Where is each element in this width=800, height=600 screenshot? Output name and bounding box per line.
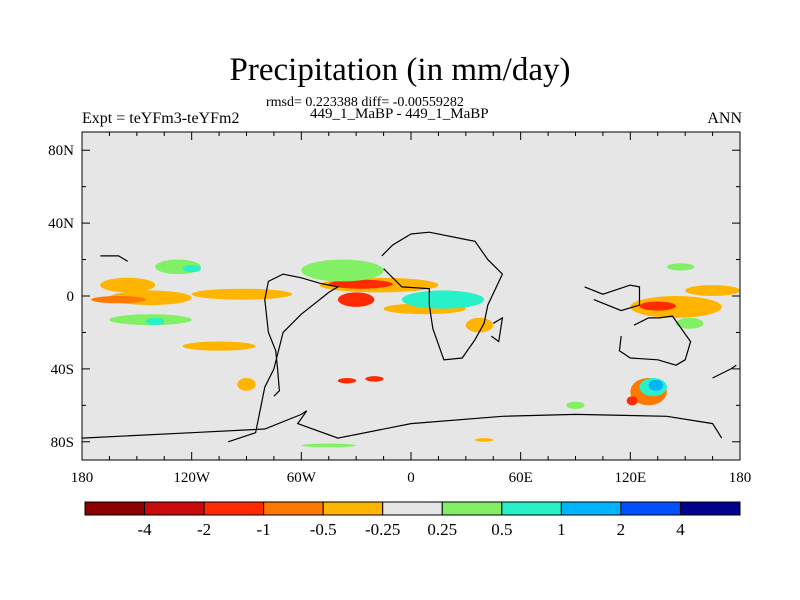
- coastlines: [82, 231, 737, 443]
- coastline-3: [82, 410, 723, 439]
- colorbar-swatch: [382, 501, 443, 516]
- anomaly-region-18: [182, 341, 256, 351]
- coastline-4: [584, 284, 641, 312]
- anomaly-region-24: [337, 378, 357, 384]
- anomaly-region-15: [685, 285, 740, 296]
- anomaly-region-31: [566, 401, 585, 409]
- coastline-5: [100, 255, 129, 262]
- y-tick-label: 0: [67, 289, 75, 305]
- anomaly-region-13: [630, 296, 722, 318]
- x-tick-label: 60E: [509, 470, 533, 486]
- season-label: ANN: [707, 110, 742, 127]
- colorbar-swatch: [501, 501, 562, 516]
- anomaly-region-29: [474, 438, 494, 442]
- colorbar-label: -2: [197, 520, 211, 539]
- anomaly-region-12: [301, 259, 384, 282]
- colorbar-label: -0.25: [365, 520, 400, 539]
- colorbar-swatch: [84, 501, 146, 516]
- colorbar-swatch: [441, 501, 503, 516]
- coastline-7: [491, 316, 504, 343]
- anomaly-region-14: [639, 301, 677, 311]
- anomaly-region-22: [626, 396, 638, 406]
- y-axis-ticks: 80N 40N 0 40S 80S: [48, 143, 740, 451]
- colorbar-swatch: [620, 501, 681, 516]
- colorbar-label: 2: [617, 520, 626, 539]
- colorbar-swatch: [560, 501, 622, 516]
- anomaly-region-23: [365, 376, 384, 382]
- anomaly-region-30: [301, 443, 357, 448]
- anomaly-region-27: [666, 263, 695, 271]
- anomaly-region-28: [676, 317, 704, 329]
- anomaly-region-26: [465, 317, 494, 333]
- rmsd-diff-stats: rmsd= 0.223388 diff= -0.00559282: [266, 95, 464, 110]
- colorbar-swatch: [679, 501, 741, 516]
- anomaly-region-5: [328, 279, 393, 289]
- experiment-label: Expt = teYFm3-teYFm2: [82, 110, 240, 127]
- y-tick-label: 80N: [48, 143, 74, 159]
- colorbar-swatch: [263, 501, 324, 516]
- x-tick-label: 0: [407, 470, 415, 486]
- x-tick-label: 180: [71, 470, 94, 486]
- anomaly-region-0: [100, 277, 156, 293]
- colorbar-label: 0.5: [491, 520, 512, 539]
- anomaly-region-25: [237, 378, 256, 391]
- colorbar-label: -1: [257, 520, 271, 539]
- anomaly-region-21: [648, 379, 664, 391]
- anomaly-region-17: [145, 317, 165, 326]
- anomaly-region-11: [182, 265, 201, 273]
- anomaly-region-3: [91, 296, 146, 304]
- x-tick-label: 120W: [173, 470, 211, 486]
- colorbar-label: -0.5: [310, 520, 337, 539]
- colorbar: -4 -2 -1 -0.5 -0.25 0.25 0.5 1 2 4: [84, 501, 741, 539]
- anomaly-region-9: [411, 296, 466, 304]
- colorbar-swatch: [144, 501, 205, 516]
- anomaly-region-2: [191, 288, 293, 300]
- coastline-2: [618, 315, 692, 366]
- coastline-6: [712, 364, 737, 379]
- y-tick-label: 80S: [51, 435, 74, 451]
- x-tick-label: 180: [729, 470, 752, 486]
- colorbar-label: 1: [557, 520, 566, 539]
- chart-title: Precipitation (in mm/day): [229, 52, 571, 88]
- case-names: 449_1_MaBP - 449_1_MaBP: [310, 106, 489, 122]
- colorbar-label: -4: [137, 520, 152, 539]
- x-tick-label: 120E: [614, 470, 646, 486]
- coastline-1: [381, 231, 504, 361]
- anomaly-region-6: [337, 292, 375, 307]
- anomaly-regions: [91, 259, 740, 448]
- x-tick-label: 60W: [287, 470, 317, 486]
- coastline-0: [228, 273, 340, 443]
- colorbar-label: 0.25: [427, 520, 457, 539]
- x-axis-ticks: 180 120W 60W 0 60E 120E 180: [71, 132, 752, 486]
- y-tick-label: 40N: [48, 216, 74, 232]
- colorbar-swatch: [322, 501, 384, 516]
- colorbar-label: 4: [676, 520, 685, 539]
- y-tick-label: 40S: [51, 362, 74, 378]
- colorbar-swatch: [203, 501, 265, 516]
